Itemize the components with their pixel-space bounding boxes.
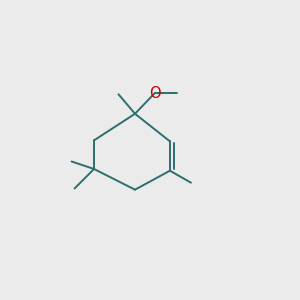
Text: O: O: [149, 86, 160, 101]
